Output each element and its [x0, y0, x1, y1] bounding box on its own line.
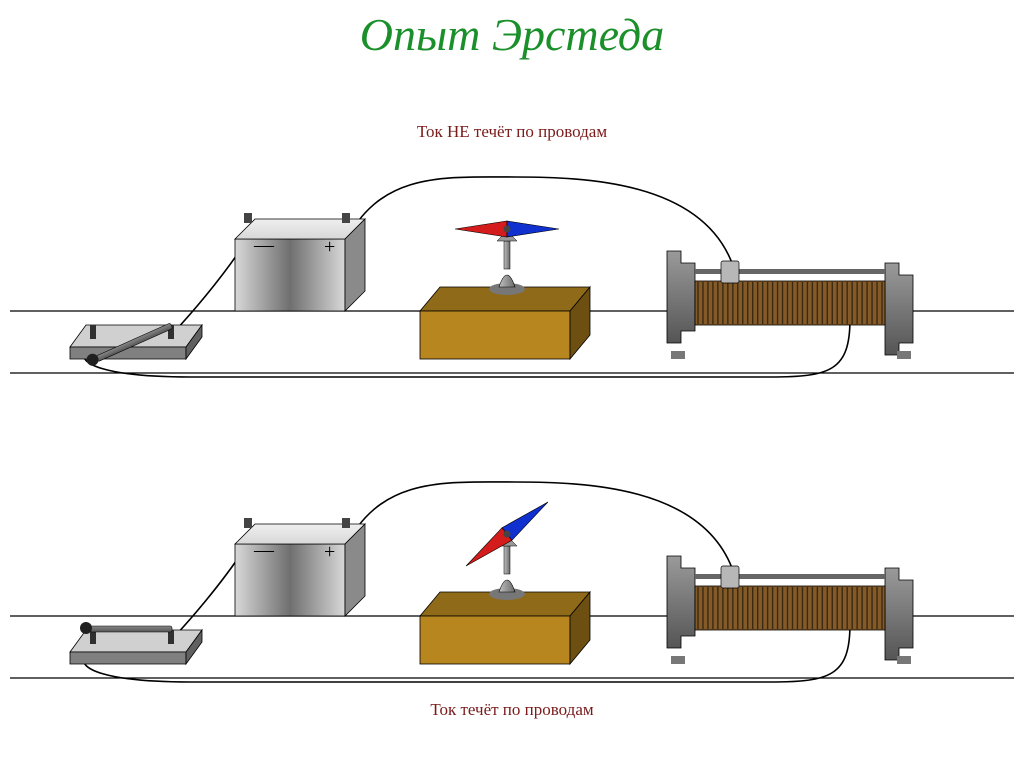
page-title: Опыт Эрстеда: [0, 8, 1024, 61]
rheostat: [667, 556, 913, 664]
circuit-stage-closed: —+: [0, 420, 1024, 700]
switch: [70, 319, 202, 367]
battery: —+: [235, 518, 365, 616]
svg-text:—: —: [253, 234, 275, 256]
svg-text:+: +: [324, 541, 335, 563]
rheostat: [667, 251, 913, 359]
battery: —+: [235, 213, 365, 311]
svg-text:+: +: [324, 236, 335, 258]
circuit-stage-open: —+: [0, 115, 1024, 395]
compass-on-box: [420, 221, 590, 359]
svg-text:—: —: [253, 539, 275, 561]
compass-on-box: [420, 502, 590, 664]
caption-current: Ток течёт по проводам: [0, 700, 1024, 720]
